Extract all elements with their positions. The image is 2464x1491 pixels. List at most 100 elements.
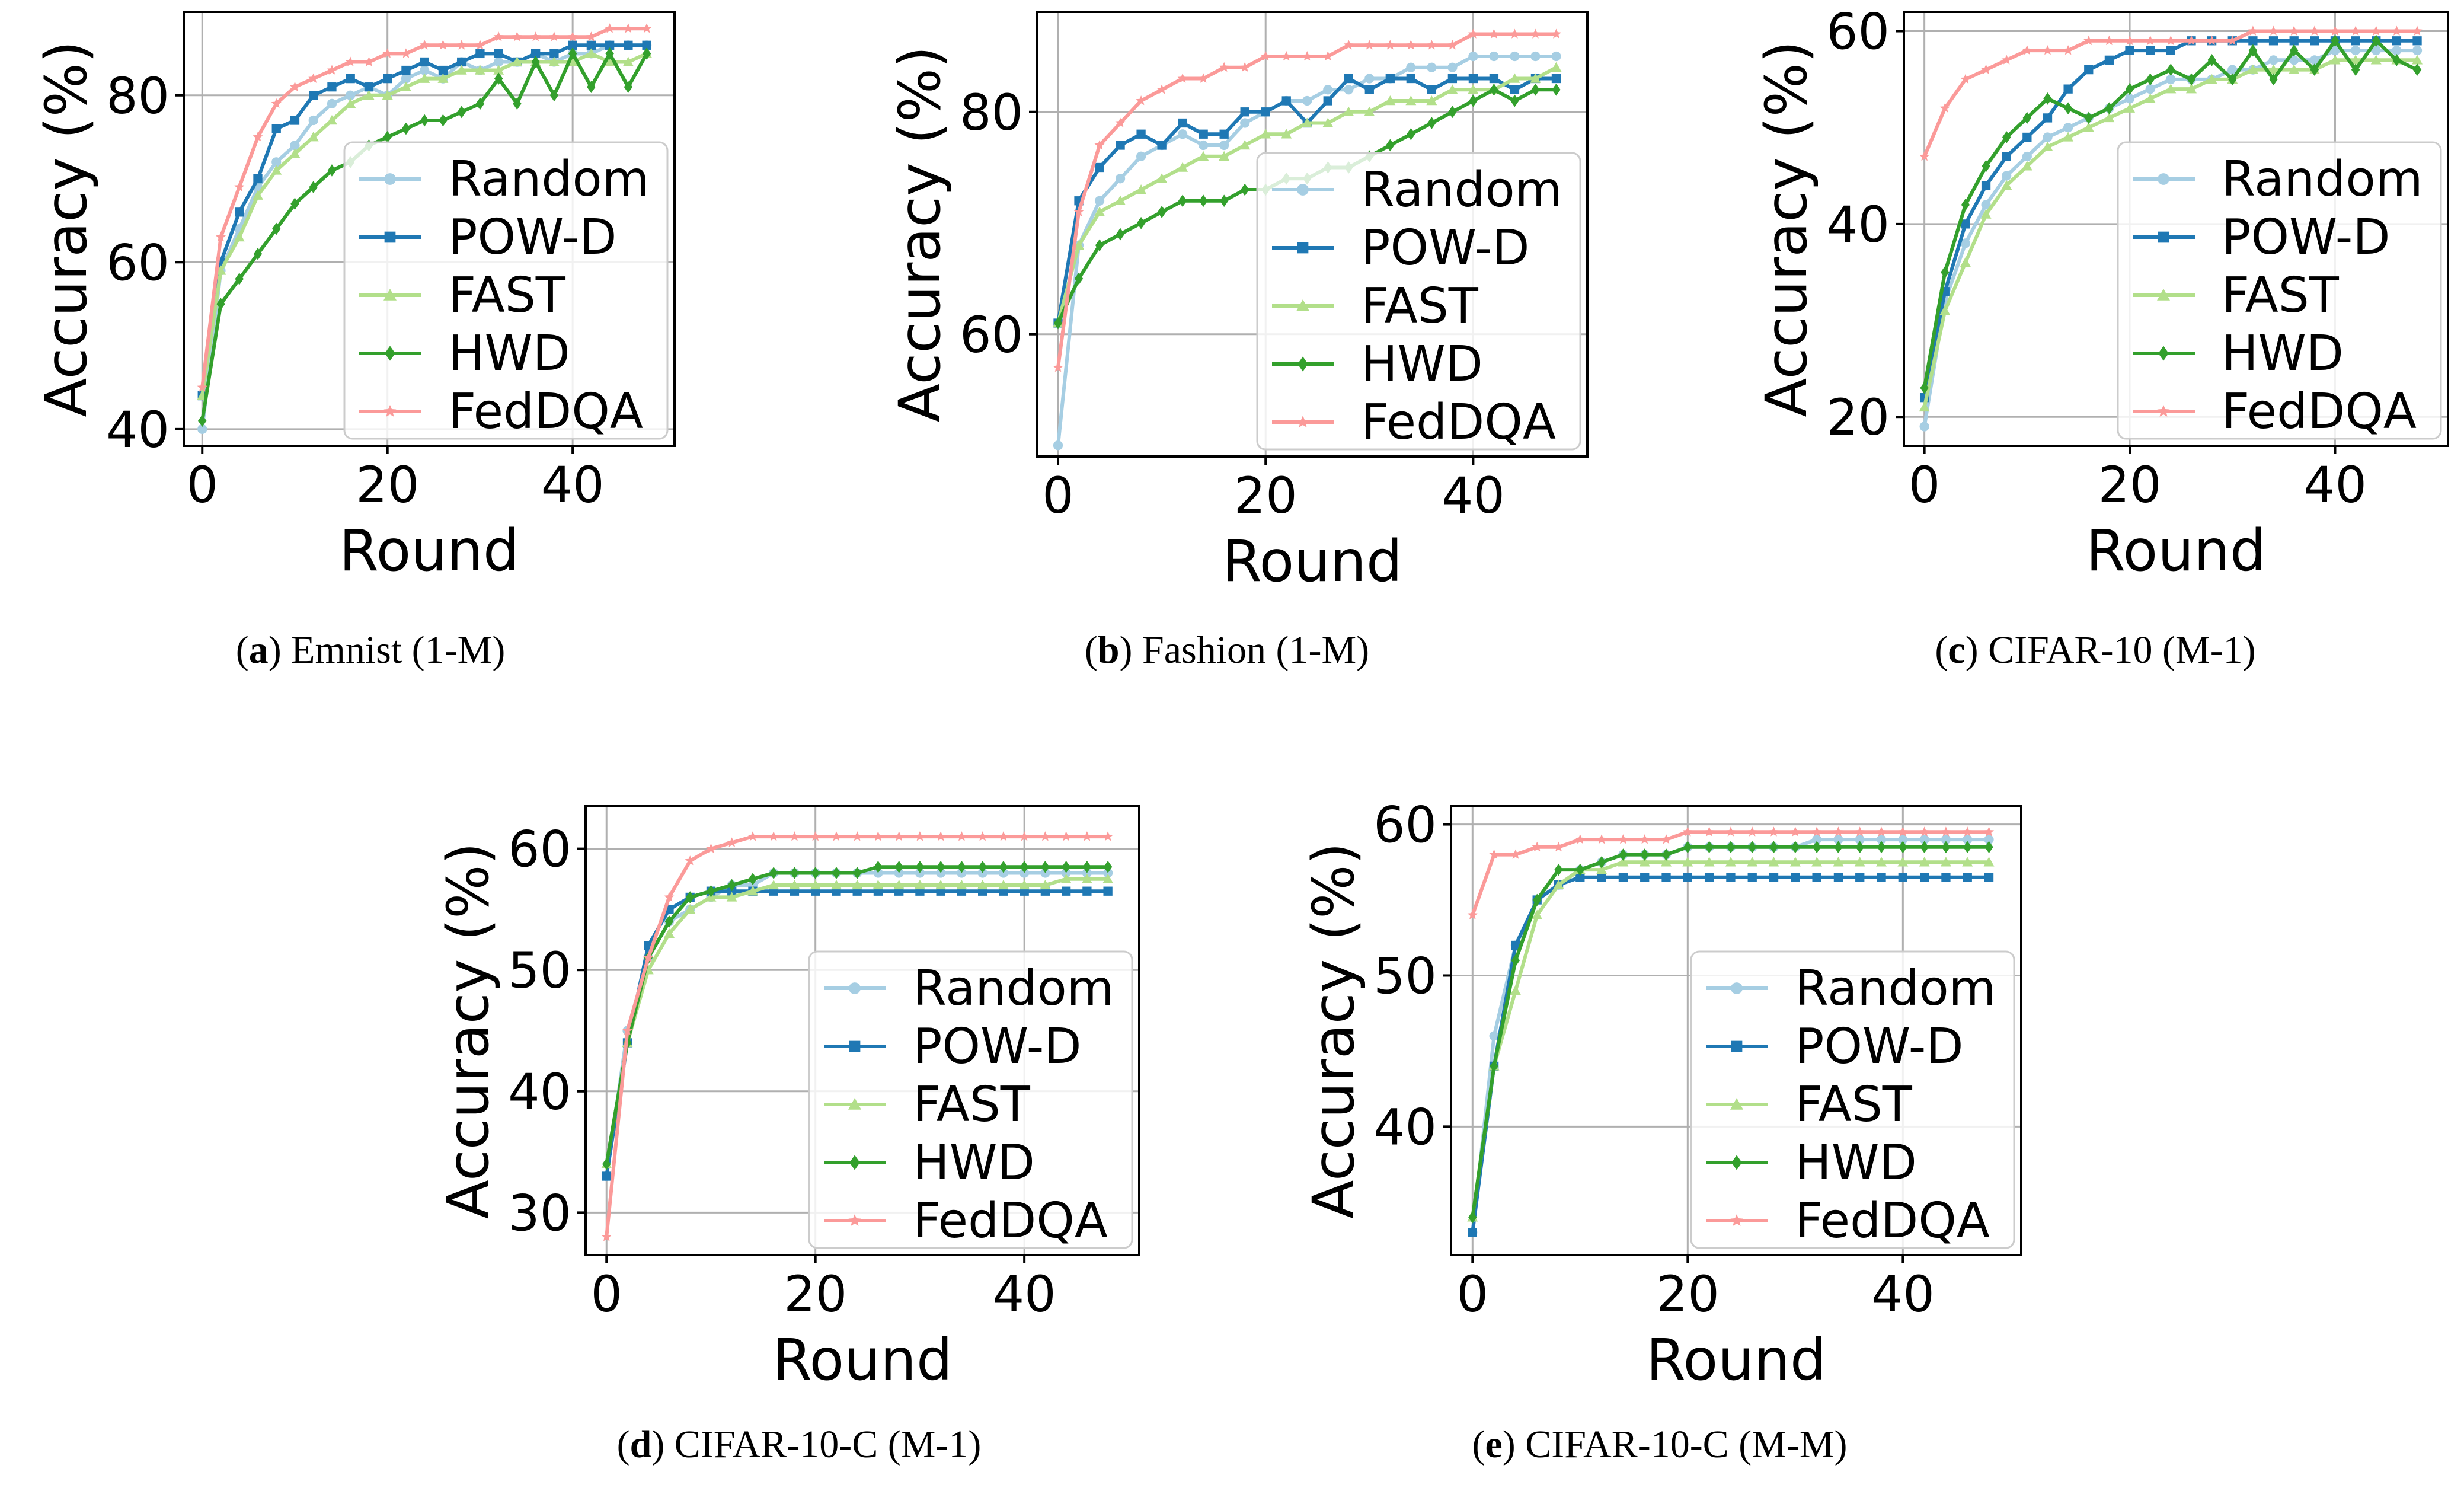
- legend-marker-feddqa: [2157, 405, 2170, 417]
- data-point-feddqa: [747, 831, 758, 841]
- data-point-hwd: [978, 860, 987, 873]
- data-point-pow-d: [1618, 873, 1628, 882]
- data-point-pow-d: [624, 40, 633, 50]
- panel-caption: (a) Emnist (1-M): [236, 628, 506, 672]
- legend-marker-pow-d: [384, 231, 396, 243]
- data-point-hwd: [1963, 841, 1972, 854]
- data-point-random: [1833, 834, 1843, 845]
- data-point-pow-d: [290, 116, 300, 125]
- legend-box: [1256, 152, 1581, 451]
- data-point-feddqa: [664, 892, 675, 902]
- data-point-hwd: [769, 867, 778, 879]
- legend-marker-random: [1731, 982, 1743, 994]
- data-point-fast: [419, 73, 430, 83]
- legend-marker-pow-d: [2158, 231, 2169, 243]
- data-point-random: [1530, 51, 1541, 62]
- y-tick-label: 60: [508, 820, 571, 879]
- data-point-pow-d: [1984, 873, 1994, 882]
- data-point-random: [1344, 85, 1354, 95]
- data-point-pow-d: [531, 49, 541, 59]
- data-point-feddqa: [2165, 35, 2176, 46]
- data-point-pow-d: [1961, 219, 1970, 229]
- x-axis-label: Round: [339, 518, 519, 584]
- data-point-fast: [1854, 857, 1865, 867]
- data-point-hwd: [1575, 863, 1585, 876]
- data-point-fast: [382, 90, 393, 100]
- legend-marker-feddqa: [848, 1214, 861, 1226]
- data-point-pow-d: [1812, 873, 1821, 882]
- data-point-hwd: [1386, 139, 1395, 152]
- legend-marker-fast: [848, 1098, 861, 1110]
- data-point-pow-d: [1178, 118, 1187, 128]
- data-point-hwd: [1020, 860, 1029, 873]
- data-point-hwd: [874, 860, 883, 873]
- data-point-feddqa: [2063, 45, 2073, 55]
- data-point-random: [1941, 834, 1951, 845]
- legend-box: [1690, 950, 2015, 1249]
- data-point-feddqa: [2371, 25, 2382, 36]
- data-point-pow-d: [1683, 873, 1692, 882]
- legend-marker-random: [384, 173, 396, 185]
- data-point-hwd: [1427, 117, 1436, 129]
- x-tick-label: 40: [1871, 1265, 1935, 1323]
- data-point-pow-d: [2104, 55, 2114, 65]
- x-tick-label: 0: [591, 1265, 622, 1323]
- data-point-fast: [2124, 103, 2136, 113]
- data-point-fast: [1768, 857, 1779, 867]
- data-point-fast: [2063, 132, 2074, 142]
- data-point-fast: [2104, 112, 2115, 123]
- data-point-hwd: [2310, 63, 2319, 76]
- data-point-fast: [622, 56, 634, 66]
- data-point-random: [2268, 55, 2278, 65]
- legend-box: [343, 141, 669, 440]
- data-point-pow-d: [1061, 886, 1071, 896]
- data-point-random: [1812, 834, 1822, 845]
- data-point-feddqa: [1468, 28, 1478, 39]
- data-point-fast: [830, 879, 842, 890]
- data-point-fast: [914, 879, 925, 890]
- data-point-fast: [1532, 909, 1543, 919]
- data-point-hwd: [1941, 841, 1951, 854]
- data-point-feddqa: [1177, 73, 1188, 83]
- y-tick-label: 30: [508, 1184, 571, 1242]
- data-point-feddqa: [789, 831, 800, 841]
- data-point-random: [1323, 85, 1333, 95]
- data-point-feddqa: [1385, 40, 1395, 50]
- data-point-hwd: [1941, 266, 1950, 279]
- data-point-hwd: [1619, 848, 1628, 861]
- data-point-feddqa: [1747, 826, 1757, 837]
- data-point-feddqa: [2412, 25, 2423, 36]
- data-point-hwd: [2146, 73, 2155, 86]
- data-point-fast: [1510, 985, 1521, 995]
- data-point-fast: [1177, 162, 1188, 172]
- data-point-feddqa: [1509, 28, 1520, 39]
- data-point-fast: [1897, 857, 1909, 867]
- data-point-feddqa: [289, 81, 300, 91]
- legend-marker-feddqa: [1730, 1214, 1743, 1226]
- legend-marker-fast: [2157, 289, 2170, 301]
- data-point-feddqa: [1156, 84, 1167, 94]
- data-point-hwd: [235, 273, 244, 285]
- data-point-feddqa: [1962, 826, 1973, 837]
- data-point-feddqa: [605, 23, 615, 33]
- legend-label-fast: FAST: [448, 267, 566, 324]
- data-point-random: [1981, 200, 1991, 210]
- data-point-hwd: [1116, 228, 1125, 241]
- legend-label-pow-d: POW-D: [1795, 1019, 1963, 1075]
- y-tick-label: 20: [1826, 388, 1890, 446]
- legend-marker-hwd: [849, 1155, 860, 1170]
- data-point-pow-d: [1364, 85, 1374, 94]
- data-point-pow-d: [1551, 74, 1561, 84]
- data-point-pow-d: [2084, 65, 2094, 75]
- data-point-hwd: [1683, 841, 1692, 854]
- data-point-hwd: [2248, 44, 2258, 57]
- legend-label-fast: FAST: [1361, 278, 1479, 334]
- axes-frame: [183, 11, 676, 447]
- data-point-feddqa: [810, 831, 821, 841]
- data-point-feddqa: [1939, 103, 1950, 113]
- data-point-feddqa: [1596, 834, 1607, 844]
- data-point-feddqa: [2042, 45, 2053, 55]
